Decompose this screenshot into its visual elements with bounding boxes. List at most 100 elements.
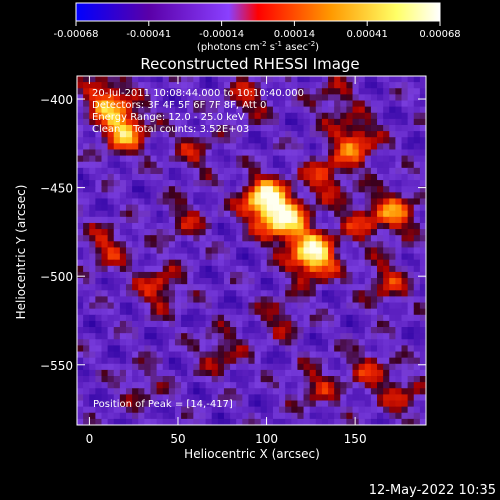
heatmap-cell — [205, 118, 213, 126]
heatmap-cell — [315, 100, 323, 108]
heatmap-cell — [272, 124, 280, 132]
heatmap-cell — [334, 418, 341, 425]
heatmap-cell — [260, 241, 268, 249]
heatmap-cell — [199, 247, 207, 255]
heatmap-cell — [364, 82, 372, 89]
heatmap-cell — [144, 88, 152, 95]
heatmap-cell — [407, 100, 415, 108]
heatmap-cell — [395, 290, 403, 298]
heatmap-cell — [370, 149, 378, 157]
heatmap-cell — [230, 167, 237, 175]
heatmap-cell — [89, 308, 96, 316]
heatmap-cell — [254, 229, 262, 236]
heatmap-cell — [309, 198, 317, 206]
heatmap-cell — [328, 308, 335, 316]
heatmap-cell — [352, 82, 360, 89]
heatmap-cell — [401, 149, 409, 157]
heatmap-cell — [303, 149, 311, 157]
heatmap-cell — [187, 302, 194, 310]
heatmap-cell — [211, 357, 219, 365]
heatmap-cell — [272, 351, 280, 359]
heatmap-cell — [132, 118, 139, 126]
heatmap-cell — [248, 265, 256, 273]
heatmap-cell — [383, 118, 390, 126]
heatmap-cell — [401, 302, 409, 310]
heatmap-cell — [236, 173, 243, 181]
heatmap-cell — [174, 118, 182, 126]
heatmap-cell — [211, 363, 219, 371]
heatmap-cell — [377, 118, 384, 126]
heatmap-cell — [107, 137, 115, 144]
heatmap-cell — [395, 271, 403, 279]
heatmap-cell — [77, 88, 84, 95]
heatmap-cell — [389, 82, 396, 89]
heatmap-cell — [211, 118, 219, 126]
heatmap-cell — [77, 296, 84, 304]
heatmap-cell — [113, 345, 121, 353]
heatmap-cell — [377, 192, 384, 200]
heatmap-cell — [174, 173, 182, 181]
heatmap-cell — [95, 124, 103, 132]
heatmap-cell — [279, 265, 286, 273]
heatmap-cell — [419, 167, 426, 175]
heatmap-cell — [377, 357, 384, 365]
heatmap-cell — [248, 131, 256, 138]
heatmap-cell — [83, 210, 90, 218]
heatmap-cell — [162, 333, 170, 340]
heatmap-cell — [358, 400, 366, 408]
heatmap-cell — [193, 320, 201, 328]
heatmap-cell — [303, 186, 311, 193]
heatmap-cell — [291, 302, 299, 310]
heatmap-cell — [230, 333, 237, 340]
chart-title: Reconstructed RHESSI Image — [140, 55, 359, 73]
heatmap-cell — [193, 369, 201, 377]
heatmap-cell — [266, 259, 274, 267]
heatmap-cell — [340, 382, 347, 389]
heatmap-cell — [187, 106, 194, 114]
heatmap-cell — [272, 88, 280, 95]
heatmap-cell — [205, 131, 213, 138]
heatmap-cell — [419, 265, 426, 273]
heatmap-cell — [181, 100, 188, 108]
heatmap-cell — [370, 235, 378, 242]
heatmap-cell — [328, 388, 335, 395]
heatmap-cell — [340, 161, 347, 169]
heatmap-cell — [95, 229, 103, 236]
heatmap-cell — [401, 327, 409, 334]
heatmap-cell — [370, 143, 378, 151]
heatmap-cell — [291, 308, 299, 316]
heatmap-cell — [291, 247, 299, 255]
heatmap-cell — [248, 124, 256, 132]
heatmap-cell — [383, 308, 390, 316]
heatmap-cell — [407, 235, 415, 242]
heatmap-cell — [217, 394, 225, 402]
heatmap-cell — [383, 376, 390, 383]
heatmap-cell — [156, 100, 164, 108]
heatmap-cell — [383, 327, 390, 334]
heatmap-cell — [113, 192, 121, 200]
heatmap-cell — [150, 302, 158, 310]
heatmap-cell — [205, 137, 213, 144]
heatmap-cell — [272, 308, 280, 316]
heatmap-cell — [389, 400, 396, 408]
heatmap-cell — [401, 137, 409, 144]
heatmap-cell — [358, 345, 366, 353]
heatmap-cell — [260, 216, 268, 224]
heatmap-cell — [285, 333, 292, 340]
heatmap-cell — [236, 388, 243, 395]
heatmap-cell — [279, 112, 286, 120]
heatmap-cell — [242, 216, 250, 224]
heatmap-cell — [401, 406, 409, 414]
heatmap-cell — [174, 265, 182, 273]
heatmap-cell — [174, 320, 182, 328]
heatmap-cell — [223, 112, 231, 120]
heatmap-cell — [248, 137, 256, 144]
heatmap-cell — [401, 167, 409, 175]
heatmap-cell — [370, 351, 378, 359]
heatmap-cell — [401, 339, 409, 346]
heatmap-cell — [279, 173, 286, 181]
heatmap-cell — [413, 363, 421, 371]
heatmap-cell — [370, 161, 378, 169]
heatmap-cell — [174, 88, 182, 95]
heatmap-cell — [211, 106, 219, 114]
